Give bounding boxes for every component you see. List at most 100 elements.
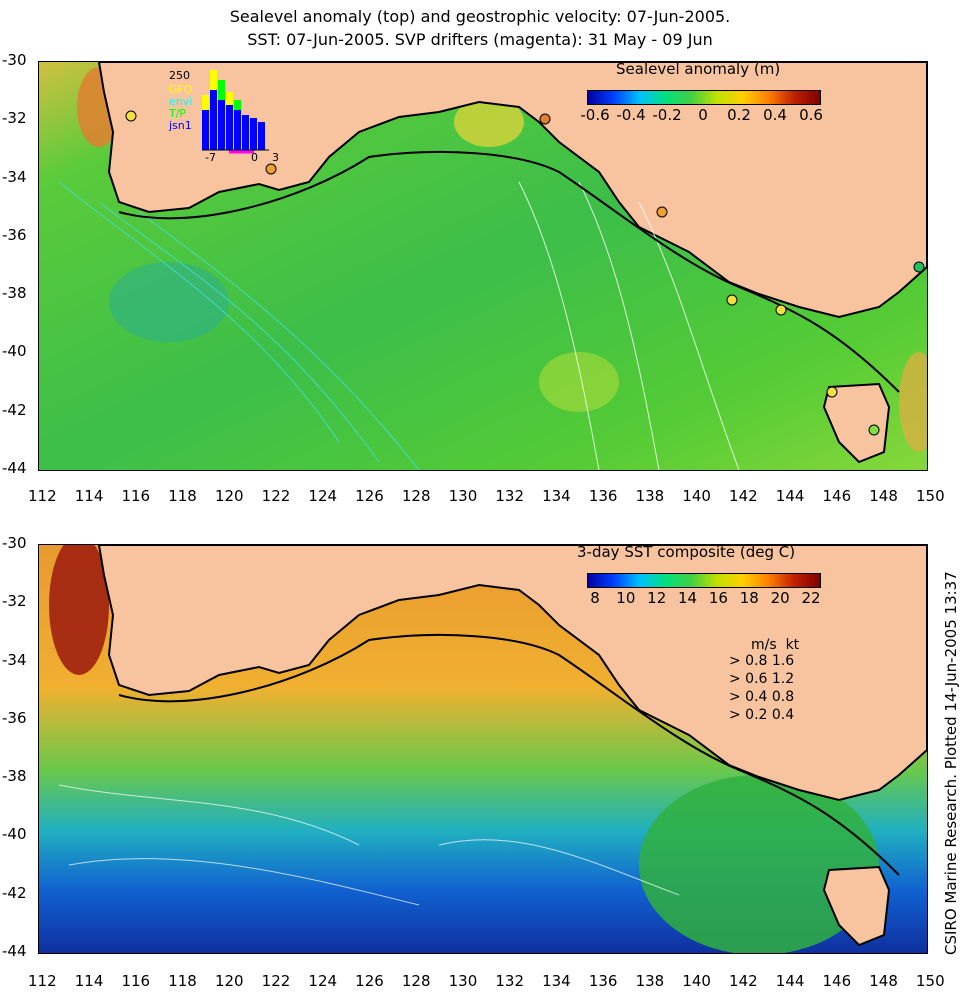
x-tick-label: 114 xyxy=(74,972,104,990)
sst-map: 3-day SST composite (deg C) 8 10 12 14 16 18 2… xyxy=(38,544,928,954)
sla-colorbar-title: Sealevel anomaly (m) xyxy=(616,61,781,78)
sealevel-anomaly-map: 250 GFO envi T/P jsn1 -7 0 3 Sealevel an… xyxy=(38,61,928,471)
y-tick-label: -38 xyxy=(2,767,27,786)
velocity-legend-row: > 0.8 1.6 xyxy=(729,653,795,669)
sla-colorbar xyxy=(587,90,821,105)
x-tick-label: 144 xyxy=(775,487,805,505)
x-tick-label: 136 xyxy=(588,487,618,505)
x-tick-label: 118 xyxy=(168,972,197,990)
y-tick-label: -40 xyxy=(2,825,27,844)
tasmania-landmass xyxy=(822,865,891,947)
australia-landmass xyxy=(97,545,927,802)
inset-series-jsn1: jsn1 xyxy=(169,119,192,132)
sst-colorbar-title: 3-day SST composite (deg C) xyxy=(577,544,796,561)
colorbar-tick-label: 0.2 xyxy=(727,106,751,124)
x-tick-label: 138 xyxy=(635,487,665,505)
y-tick-label: -44 xyxy=(2,942,27,960)
y-tick-label: -42 xyxy=(2,883,27,902)
y-tick-label: -30 xyxy=(2,51,27,69)
x-tick-label: 128 xyxy=(401,487,431,505)
x-tick-label: 130 xyxy=(448,972,478,990)
x-tick-label: 148 xyxy=(869,972,898,990)
warm-current-patch xyxy=(49,545,109,675)
colorbar-tick-label: -0.2 xyxy=(652,106,682,124)
colorbar-tick-label: 0.4 xyxy=(763,106,787,124)
ssh-contours-white xyxy=(518,181,740,470)
y-tick-label: -36 xyxy=(2,225,27,244)
ssh-contours xyxy=(58,181,420,470)
y-tick-label: -34 xyxy=(2,167,27,186)
x-tick-label: 148 xyxy=(869,487,898,505)
x-tick-label: 122 xyxy=(261,487,291,505)
inset-series-gfo: GFO xyxy=(169,83,193,96)
y-tick-label: -42 xyxy=(2,400,27,419)
credit-text: CSIRO Marine Research. Plotted 14-Jun-20… xyxy=(942,571,960,955)
x-tick-label: 116 xyxy=(121,972,151,990)
colorbar-tick-label: -0.4 xyxy=(616,106,646,124)
y-tick-label: -36 xyxy=(2,708,27,727)
anomaly-patch xyxy=(454,97,524,147)
inset-series-tp: T/P xyxy=(169,107,187,120)
anomaly-patch xyxy=(539,352,619,412)
velocity-legend-row: > 0.6 1.2 xyxy=(729,671,795,687)
inset-x-label: 3 xyxy=(272,151,279,164)
y-tick-label: -44 xyxy=(2,459,27,477)
x-tick-label: 146 xyxy=(822,972,852,990)
x-tick-label: 124 xyxy=(308,487,338,505)
x-tick-label: 112 xyxy=(28,487,57,505)
colorbar-tick-label: 16 xyxy=(708,589,728,607)
colorbar-tick-label: 8 xyxy=(590,589,600,607)
y-tick-label: -40 xyxy=(2,342,27,361)
x-tick-label: 142 xyxy=(729,487,758,505)
y-tick-label: -34 xyxy=(2,650,27,669)
x-tick-label: 114 xyxy=(74,487,104,505)
x-tick-label: 150 xyxy=(916,972,945,990)
x-tick-label: 120 xyxy=(214,972,244,990)
x-tick-label: 150 xyxy=(916,487,945,505)
y-tick-label: -32 xyxy=(2,109,27,128)
x-tick-label: 126 xyxy=(355,972,384,990)
inset-series-envi: envi xyxy=(169,95,193,108)
x-tick-label: 128 xyxy=(401,972,431,990)
x-tick-label: 138 xyxy=(635,972,665,990)
x-tick-label: 134 xyxy=(542,487,571,505)
x-tick-label: 124 xyxy=(308,972,338,990)
colorbar-tick-label: 22 xyxy=(801,589,821,607)
australia-landmass xyxy=(97,62,927,319)
inset-x-label: 0 xyxy=(251,151,258,164)
velocity-legend-row: > 0.4 0.8 xyxy=(729,689,795,705)
x-tick-label: 142 xyxy=(729,972,758,990)
x-tick-label: 116 xyxy=(121,487,151,505)
colorbar-tick-label: -0.6 xyxy=(580,106,610,124)
colorbar-tick-label: 0 xyxy=(698,106,708,124)
satellite-histogram-inset: 250 GFO envi T/P jsn1 -7 0 3 xyxy=(169,69,284,164)
inset-max-label: 250 xyxy=(169,69,190,82)
colorbar-tick-label: 10 xyxy=(616,589,636,607)
anomaly-patch xyxy=(109,262,229,342)
inset-x-label: -7 xyxy=(205,151,216,164)
colorbar-tick-label: 14 xyxy=(678,589,698,607)
tide-gauge-markers xyxy=(125,110,925,436)
x-tick-label: 140 xyxy=(682,487,711,505)
map-title-line2: SST: 07-Jun-2005. SVP drifters (magenta)… xyxy=(247,30,713,49)
sst-map-svg xyxy=(39,545,927,953)
y-tick-label: -30 xyxy=(2,534,27,552)
x-tick-label: 130 xyxy=(448,487,478,505)
velocity-legend-header: m/s kt xyxy=(751,637,799,653)
x-tick-label: 122 xyxy=(261,972,291,990)
colorbar-tick-label: 12 xyxy=(647,589,667,607)
x-tick-label: 132 xyxy=(495,972,524,990)
map-title-line1: Sealevel anomaly (top) and geostrophic v… xyxy=(229,7,731,26)
colorbar-tick-label: 0.6 xyxy=(799,106,823,124)
inset-bars xyxy=(202,70,269,154)
x-tick-label: 144 xyxy=(775,972,805,990)
x-tick-label: 112 xyxy=(28,972,57,990)
colorbar-tick-label: 20 xyxy=(770,589,790,607)
x-tick-label: 126 xyxy=(355,487,384,505)
y-tick-label: -32 xyxy=(2,592,27,611)
x-tick-label: 118 xyxy=(168,487,197,505)
x-tick-label: 140 xyxy=(682,972,711,990)
shelf-break-line xyxy=(118,634,900,876)
x-tick-label: 120 xyxy=(214,487,244,505)
x-tick-label: 136 xyxy=(588,972,618,990)
